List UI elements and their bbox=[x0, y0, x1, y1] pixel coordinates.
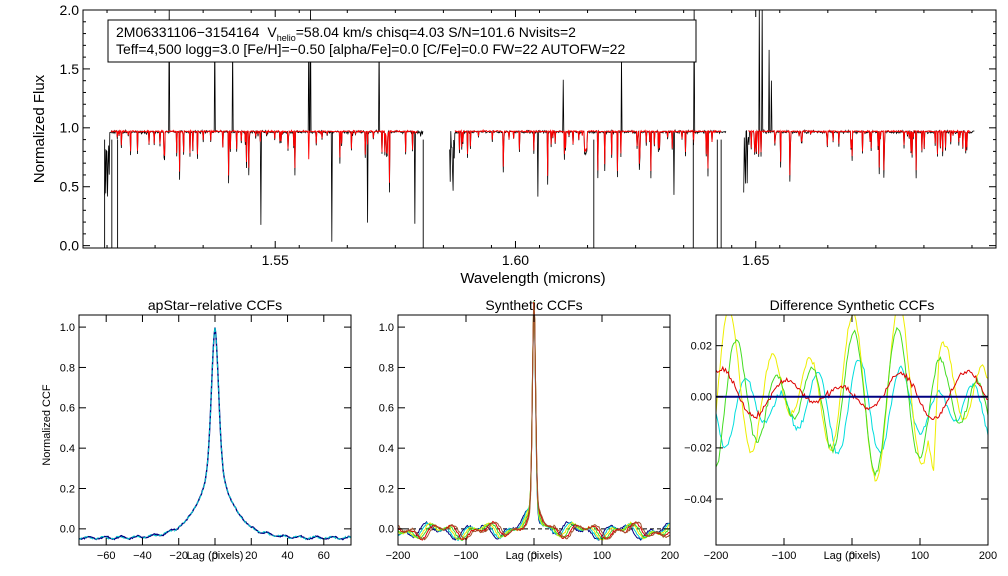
apstar-ccf-ytick-label: 0.0 bbox=[60, 524, 75, 536]
spectrum-panel: 1.55 1.60 1.65 0.0 0.5 1.0 1.5 2.0 2M06331106−3… bbox=[31, 2, 997, 287]
apstar-ccf-xtick-label: −20 bbox=[169, 550, 188, 562]
apstar-ccf-ytick-label: 0.2 bbox=[60, 483, 75, 495]
synthetic-ccf-ytick-label: 0.4 bbox=[379, 443, 394, 455]
synthetic-ccf-frame bbox=[397, 314, 671, 546]
apstar-ccf-ytick-label: 0.6 bbox=[60, 403, 75, 415]
apstar-ccf-xtick-label: −60 bbox=[97, 550, 116, 562]
difference-ccf-frame bbox=[715, 314, 989, 546]
difference-ccf-line-1 bbox=[716, 359, 988, 455]
difference-ccf-xtick-label: −100 bbox=[772, 550, 797, 562]
spectrum-xtick-label: 1.60 bbox=[502, 252, 529, 268]
vhelio-subscript: helio bbox=[277, 33, 296, 43]
spectrum-xtick-label: 1.55 bbox=[262, 252, 289, 268]
difference-ccf-xtick-label: −200 bbox=[704, 550, 729, 562]
spectrum-ytick-label: 1.5 bbox=[60, 61, 80, 77]
apstar-ccf-ytick-label: 0.8 bbox=[60, 362, 75, 374]
spectrum-ylabel: Normalized Flux bbox=[31, 74, 48, 183]
synthetic-ccf-line-2 bbox=[397, 306, 670, 542]
spectrum-xlabel: Wavelength (microns) bbox=[460, 270, 605, 287]
apstar-ccf-xtick-label: 40 bbox=[281, 550, 293, 562]
synthetic-ccf-xtick-label: 0 bbox=[531, 550, 537, 562]
synthetic-ccf-ytick-label: 1.0 bbox=[379, 322, 394, 334]
annotation-box bbox=[107, 19, 697, 63]
spectrum-ticks: 1.55 1.60 1.65 0.0 0.5 1.0 1.5 2.0 bbox=[60, 2, 996, 268]
difference-ccf-xtick-label: 100 bbox=[911, 550, 929, 562]
synthetic-ccf-xlabel: Lag (pixels) bbox=[506, 550, 563, 562]
difference-ccf-ytick-label: 0.02 bbox=[691, 341, 712, 353]
apstar-ccf-lines bbox=[78, 327, 352, 541]
apstar-ccf-line-1 bbox=[78, 327, 352, 541]
model-spectrum-chip-2 bbox=[454, 128, 722, 176]
spectrum-ytick-label: 0.0 bbox=[60, 238, 80, 254]
synthetic-ccf-ytick-label: 0.8 bbox=[379, 362, 394, 374]
annotation-line2: Teff=4,500 logg=3.0 [Fe/H]=−0.50 [alpha/… bbox=[116, 41, 625, 57]
star-id: 2M06331106−3154164 bbox=[116, 24, 260, 40]
apstar-ccf-frame bbox=[78, 314, 352, 546]
synthetic-ccf-xtick-label: −100 bbox=[454, 550, 479, 562]
difference-ccf-lines bbox=[716, 315, 988, 482]
spectrum-ytick-label: 1.0 bbox=[60, 120, 80, 136]
apstar-ccf-line-2 bbox=[78, 327, 352, 541]
difference-ccf-ytick-label: 0.00 bbox=[691, 392, 712, 404]
spectrum-xtick-label: 1.65 bbox=[742, 252, 769, 268]
synthetic-ccf-ytick-label: 0.0 bbox=[379, 524, 394, 536]
apstar-ccf-title: apStar−relative CCFs bbox=[148, 297, 282, 313]
difference-ccf-ytick-label: −0.02 bbox=[684, 443, 712, 455]
difference-ccf-panel: Difference Synthetic CCFs −200 −100 0 100 20… bbox=[684, 297, 997, 562]
apstar-ccf-xtick-label: 20 bbox=[245, 550, 257, 562]
apstar-ccf-ticks: −60 −40 −20 0 20 40 60 0.0 0.2 0.4 0.6 0.8 1.0 bbox=[60, 315, 351, 562]
apstar-ccf-ytick-label: 0.4 bbox=[60, 443, 75, 455]
difference-ccf-line-2 bbox=[716, 315, 988, 482]
synthetic-ccf-line-6 bbox=[397, 303, 670, 541]
difference-ccf-xtick-label: 200 bbox=[979, 550, 997, 562]
synthetic-ccf-panel: Synthetic CCFs −200 −100 0 100 2000.00.20.40… bbox=[379, 297, 679, 562]
model-spectrum-chip-1 bbox=[110, 129, 418, 183]
apstar-ccf-ytick-label: 1.0 bbox=[60, 322, 75, 334]
synthetic-ccf-xtick-label: −200 bbox=[386, 550, 411, 562]
difference-ccf-xtick-label: 0 bbox=[849, 550, 855, 562]
apstar-ccf-panel: apStar−relative CCFs −60 −40 −20 0 20 40 60 0.0… bbox=[41, 297, 352, 562]
difference-ccf-ytick-label: −0.04 bbox=[684, 494, 712, 506]
annotation-line1: 2M06331106−3154164 Vhelio=58.04 km/s chis… bbox=[116, 24, 576, 43]
observed-spectrum-chip-3 bbox=[743, 10, 975, 193]
vhelio-symbol: V bbox=[267, 24, 277, 40]
difference-ccf-line-4 bbox=[716, 365, 988, 420]
spectrum-lines bbox=[104, 10, 975, 248]
apstar-ccf-xtick-label: 0 bbox=[212, 550, 218, 562]
difference-ccf-xlabel: Lag (pixels) bbox=[824, 550, 881, 562]
difference-ccf-ticks: −200 −100 0 100 200 −0.04 −0.02 0.00 0.02 bbox=[684, 315, 997, 562]
apstar-ccf-xlabel: Lag (pixels) bbox=[187, 550, 244, 562]
apstar-ccf-ylabel: Normalized CCF bbox=[41, 384, 53, 466]
synthetic-ccf-ytick-label: 0.2 bbox=[379, 483, 394, 495]
synthetic-ccf-line-1 bbox=[397, 310, 670, 542]
spectrum-ytick-label: 2.0 bbox=[60, 2, 80, 18]
difference-ccf-title: Difference Synthetic CCFs bbox=[770, 297, 935, 313]
difference-ccf-line-3 bbox=[716, 326, 988, 477]
spectrum-ytick-label: 0.5 bbox=[60, 179, 80, 195]
apstar-ccf-xtick-label: −40 bbox=[133, 550, 152, 562]
synthetic-ccf-ytick-label: 0.6 bbox=[379, 403, 394, 415]
synthetic-ccf-xtick-label: 200 bbox=[661, 550, 679, 562]
synthetic-ccf-lines bbox=[397, 301, 670, 542]
synthetic-ccf-xtick-label: 100 bbox=[593, 550, 611, 562]
apstar-ccf-xtick-label: 60 bbox=[318, 550, 330, 562]
model-spectrum-chip-3 bbox=[748, 129, 971, 176]
synthetic-ccf-ticks: −200 −100 0 100 200 0.0 0.2 0.4 0.6 0.8 1.0 bbox=[379, 315, 679, 562]
fit-summary: =58.04 km/s chisq=4.03 S/N=101.6 Nvisits… bbox=[296, 24, 576, 40]
